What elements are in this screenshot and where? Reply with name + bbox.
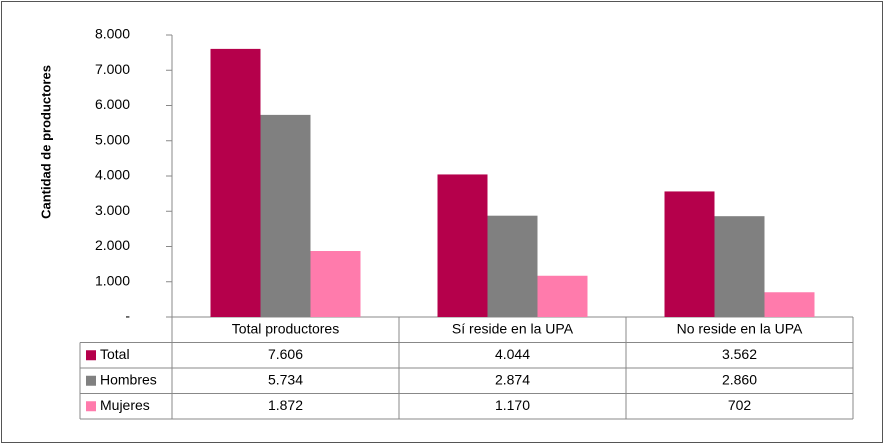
y-tick-label: 4.000 bbox=[95, 167, 130, 183]
legend-swatch bbox=[86, 401, 96, 412]
bar bbox=[537, 275, 588, 317]
table-value: 1.872 bbox=[268, 397, 303, 413]
bar bbox=[487, 215, 538, 317]
bar bbox=[310, 251, 361, 317]
x-tick-label: Sí reside en la UPA bbox=[452, 320, 574, 336]
x-tick-label: No reside en la UPA bbox=[677, 320, 803, 336]
bar bbox=[260, 114, 311, 318]
legend-swatch bbox=[86, 350, 96, 361]
bar bbox=[437, 174, 488, 317]
y-tick-label: 5.000 bbox=[95, 131, 130, 147]
bar bbox=[714, 216, 765, 317]
table-value: 7.606 bbox=[268, 346, 303, 362]
y-axis-label: Cantidad de productores bbox=[38, 65, 53, 219]
y-tick-label: 6.000 bbox=[95, 96, 130, 112]
table-value: 3.562 bbox=[722, 346, 757, 362]
legend-label: Hombres bbox=[100, 371, 157, 387]
y-tick-label: 3.000 bbox=[95, 202, 130, 218]
y-tick-label: 2.000 bbox=[95, 237, 130, 253]
x-tick-label: Total productores bbox=[232, 320, 339, 336]
table-value: 4.044 bbox=[495, 346, 530, 362]
legend-label: Mujeres bbox=[100, 397, 150, 413]
legend-label: Total bbox=[100, 346, 130, 362]
table-value: 1.170 bbox=[495, 397, 530, 413]
y-tick-label: - bbox=[125, 308, 130, 324]
y-tick-label: 8.000 bbox=[95, 26, 130, 42]
table-value: 702 bbox=[728, 397, 752, 413]
legend-swatch bbox=[86, 375, 96, 386]
bar bbox=[764, 292, 815, 317]
y-tick-label: 7.000 bbox=[95, 61, 130, 77]
table-value: 2.860 bbox=[722, 371, 757, 387]
table-value: 2.874 bbox=[495, 371, 530, 387]
y-tick-label: 1.000 bbox=[95, 272, 130, 288]
table-value: 5.734 bbox=[268, 371, 303, 387]
bar bbox=[664, 191, 715, 317]
bar bbox=[210, 48, 261, 318]
